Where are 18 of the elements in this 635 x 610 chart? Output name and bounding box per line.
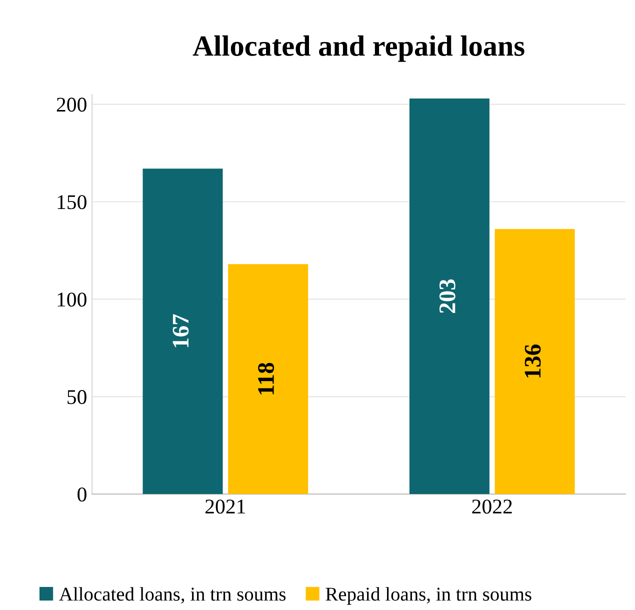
bar	[409, 98, 490, 494]
y-tick-label: 0	[78, 487, 86, 502]
y-tick-label: 200	[56, 98, 86, 112]
y-tick-label: 50	[68, 390, 86, 404]
data-label: 136	[524, 344, 541, 378]
x-tick-label: 2022	[472, 500, 512, 514]
legend-label: Allocated loans, in trn soums	[59, 587, 286, 604]
data-label: 167	[172, 314, 189, 348]
legend-label: Repaid loans, in trn soums	[326, 587, 532, 605]
bar	[228, 264, 308, 494]
bar	[494, 229, 575, 494]
x-tick-label: 2021	[206, 500, 246, 514]
data-label: 118	[258, 362, 274, 394]
data-label: 203	[439, 279, 456, 313]
bar	[142, 168, 223, 494]
chart-title: Allocated and repaid loans	[192, 35, 524, 62]
y-tick-label: 150	[58, 195, 86, 210]
y-tick-label: 100	[58, 292, 86, 307]
